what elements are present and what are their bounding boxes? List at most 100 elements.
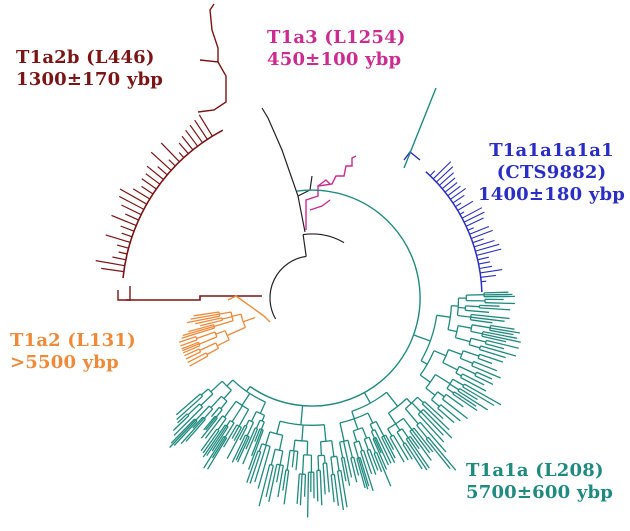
t1a2b-tip [185, 129, 199, 147]
t1a2b-tip [178, 142, 189, 155]
t1a1a-bottom-tip [249, 451, 262, 484]
t1a2b-tip [168, 159, 176, 167]
t1a1a-bottom-right-tip [376, 452, 392, 487]
t1a1a1a1a1-tip [472, 238, 484, 244]
t1a1a-bottom-right-arc [364, 436, 370, 440]
t1a1a-bottom-left-tip [239, 426, 248, 441]
t1a1a1a1a1-tip [441, 177, 456, 190]
t1a1a-bottom-right-tip [362, 449, 373, 475]
t1a1a-right-tip [481, 335, 507, 343]
t1a1a-bottom-tip [295, 451, 299, 471]
t1a2-tip [193, 311, 220, 317]
t1a1a-bottom-right-branch [347, 440, 354, 458]
t1a1a-bottom-branch [270, 449, 276, 466]
t1a1a-right-tip [477, 357, 493, 365]
t1a2b-tip [95, 260, 125, 267]
t1a1a-bottom-right-arc [353, 440, 360, 444]
t1a1a-bottom-tip [322, 463, 326, 495]
t1a2-tip [180, 339, 198, 347]
t1a1a-right-branch [433, 350, 447, 357]
t1a1a1a1a1-tip [480, 269, 503, 274]
t1a1a-right-tip [483, 293, 513, 296]
t1a1a-bottom-branch [323, 424, 327, 442]
t1a1a1a1a1-tip [479, 265, 493, 270]
t1a1a-bottom-tip [303, 474, 307, 497]
t1a1a-bottom-left-tip [206, 437, 228, 470]
t1a1a-bottom-right-tip [373, 437, 382, 454]
t1a1a1a1a1-tip [432, 161, 452, 180]
t1a1a-right-arc [470, 324, 473, 332]
t1a1a-right-tip [479, 348, 506, 359]
t1a1a-bottom-tip [325, 462, 330, 493]
clade-age: 1300±170 ybp [16, 69, 164, 90]
t1a1a-bottom-right-branch [353, 442, 360, 459]
t1a1a-bottom-branch [317, 455, 320, 471]
t1a1a-right-branch [465, 305, 480, 308]
t1a1a-bottom-branch [258, 443, 263, 452]
t1a1a-bottom-right-branch [417, 396, 424, 404]
t1a2-tip [186, 315, 220, 324]
clade-age: 1400±180 ybp [478, 184, 626, 205]
t1a1a-bottom-right-tip [419, 421, 447, 453]
t1a1a-bottom-left-tip [176, 395, 203, 420]
t1a1a-bottom-tip [299, 474, 303, 506]
t1a2-branch [221, 316, 233, 320]
clade-label-t1a1a: T1a1a (L208) 5700±600 ybp [466, 460, 613, 504]
t1a1a1a1a1-tip [480, 274, 496, 278]
t1a1a-bottom-branch [265, 431, 271, 446]
t1a1a-bottom-left-tip [175, 393, 201, 416]
t1a1a1a1a1-tip [459, 211, 465, 215]
t1a1a-bottom-right-tip [350, 457, 358, 483]
t1a1a-bottom-right-branch [353, 418, 359, 430]
t1a1a-bottom-left-tip [242, 428, 259, 465]
t1a1a-bottom-left-tip [180, 417, 205, 445]
t1a1a1a1a1-tip [481, 280, 487, 283]
t1a1a-bottom-right-tip [417, 413, 445, 443]
t1a1a-bottom-tip [340, 470, 348, 508]
t1a1a-bottom-left-branch [241, 393, 251, 406]
t1a1a-bottom-right-branch [352, 430, 358, 442]
t1a1a-bottom-left-tip [210, 406, 220, 418]
t1a1a-bottom-right-tip [383, 435, 396, 459]
t1a1a-bottom-right-tip [369, 449, 379, 471]
t1a2b-tip [141, 178, 157, 190]
t1a1a-bottom-right-branch [363, 392, 371, 404]
t1a1a-bottom-right-branch [351, 411, 356, 420]
t1a1a-right-tip [471, 365, 501, 379]
t1a1a-bottom-left-tip [237, 436, 250, 463]
t1a1a-bottom-left-branch [250, 411, 257, 422]
t1a1a-bottom-tip [316, 470, 319, 502]
t1a1a-right-tip [474, 375, 494, 385]
t1a1a-bottom-tip [258, 464, 271, 507]
t1a1a-right-tip [471, 313, 510, 320]
t1a1a-bottom-left-branch [226, 420, 231, 427]
t1a1a-bottom-right-tip [353, 457, 360, 476]
t1a1a-main-arc [249, 189, 421, 407]
root-arc-upper [303, 233, 345, 244]
t1a1a-bottom-tip [336, 470, 345, 511]
t1a2-branch [196, 331, 216, 340]
t1a1a-bottom-right-tip [359, 457, 370, 487]
t1a2-tip [185, 351, 201, 360]
t1a1a-bottom-right-tip [424, 401, 444, 420]
t1a1a-right-branch [470, 337, 487, 343]
t1a1a-bottom-left-branch [231, 405, 244, 423]
t1a2b-tip [181, 135, 194, 151]
t1a1a-bottom-right-tip [404, 442, 423, 470]
t1a1a1a1a1-arc [425, 171, 483, 293]
t1a1a-right-tip [482, 333, 521, 343]
t1a2b-tip [112, 256, 127, 261]
t1a1a-bottom-right-branch [339, 422, 345, 442]
t1a2-tip [181, 341, 199, 350]
t1a1a-bottom-left-arc [259, 419, 265, 423]
t1a1a-bottom-branch [319, 441, 323, 456]
t1a1a-bottom-tip [277, 465, 284, 498]
t1a1a-bottom-right-arc [351, 391, 388, 413]
t1a1a1a1a1-tip [447, 185, 461, 197]
t1a1a-bottom-right-tip [340, 457, 347, 482]
t1a1a-right-arc [447, 305, 453, 330]
t1a1a-bottom-branch [336, 456, 340, 471]
t1a1a-right-tip [462, 386, 495, 407]
t1a1a-right-tip [442, 398, 468, 420]
t1a1a-right-branch [469, 344, 481, 349]
